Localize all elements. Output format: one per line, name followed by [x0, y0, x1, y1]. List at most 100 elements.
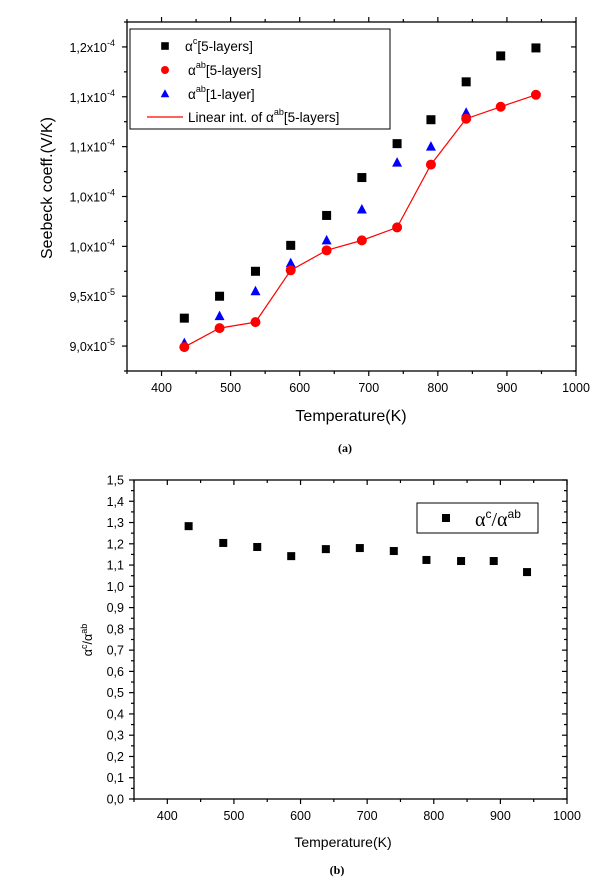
- y-tick-exponent: -4: [107, 138, 115, 148]
- y-tick-label: 1,2x10-4: [69, 38, 115, 55]
- y-tick-label: 0,3: [107, 729, 124, 743]
- legend-label-b: αc/αab: [475, 507, 521, 531]
- legend-a: αc[5-layers]αab[5-layers]αab[1-layer]Lin…: [129, 28, 391, 130]
- y-tick-label: 0,1: [107, 771, 124, 785]
- y-tick-label: 0,5: [107, 686, 124, 700]
- y-axis-title-b-mid: /α: [81, 634, 95, 645]
- legend-b-base1: α: [475, 509, 486, 531]
- y-tick-exponent: -5: [107, 337, 115, 347]
- point-alpha-ab-5-layers: [179, 342, 190, 353]
- y-axis-title-b-base1: α: [81, 649, 95, 656]
- x-axis-title-a: Temperature(K): [295, 408, 406, 425]
- point-alpha-ab-1-layer: [392, 157, 403, 167]
- panel-b: 400 500 600 700 800 900 1000 0,00,10,20,30,40,…: [79, 474, 581, 878]
- legend-label-rest: [5-layers]: [197, 39, 253, 54]
- point-alpha-c-5-layers: [426, 115, 436, 125]
- point-alpha-ab-1-layer: [461, 107, 472, 117]
- x-tick-label: 800: [423, 809, 444, 823]
- point-alpha-ab-1-layer: [356, 203, 367, 214]
- caption-a: (a): [338, 441, 352, 455]
- y-tick-label: 0,6: [107, 665, 124, 679]
- point-alpha-ab-5-layers: [425, 159, 436, 170]
- point-ratio: [355, 544, 364, 553]
- y-tick-label: 0,9: [107, 601, 124, 615]
- y-tick-label: 1,1: [107, 559, 124, 573]
- point-alpha-ab-5-layers: [214, 323, 225, 334]
- point-alpha-ab-5-layers: [461, 113, 472, 124]
- legend-label-base: α: [188, 63, 196, 78]
- legend-label-sup: ab: [274, 107, 284, 117]
- point-alpha-ab-1-layer: [285, 257, 296, 268]
- y-tick-label: 1,4: [107, 495, 124, 509]
- y-tick-mantissa: 9,0x10: [69, 340, 107, 354]
- point-ratio: [489, 557, 498, 566]
- legend-label-rest: [5-layers]: [206, 63, 262, 78]
- point-alpha-c-5-layers: [286, 240, 296, 250]
- x-axis-b: 400 500 600 700 800 900 1000: [133, 480, 581, 823]
- y-tick-label: 1,0x10-4: [69, 237, 115, 254]
- y-tick-mantissa: 9,5x10: [69, 290, 107, 304]
- x-tick-label: 900: [496, 381, 517, 395]
- point-alpha-ab-5-layers: [530, 89, 541, 100]
- y-axis-title-a: Seebeck coeff.(V/K): [39, 117, 56, 259]
- legend-marker-b-square: [442, 514, 450, 522]
- point-ratio: [253, 542, 262, 551]
- x-tick-label: 1000: [553, 809, 581, 823]
- legend-label-sup: ab: [196, 84, 206, 94]
- point-alpha-c-5-layers: [496, 51, 506, 61]
- y-tick-exponent: -4: [107, 88, 115, 98]
- x-tick-label: 1000: [562, 381, 590, 395]
- y-tick-mantissa: 1,2x10: [69, 41, 107, 55]
- y-axis-title-b-sup2: ab: [79, 624, 89, 634]
- legend-label-rest: [1-layer]: [206, 87, 255, 102]
- y-tick-label: 1,5: [107, 474, 124, 488]
- legend-box-a: [129, 28, 391, 130]
- legend-label-base: α: [188, 87, 196, 102]
- legend-label: αc[5-layers]: [185, 36, 253, 54]
- legend-label-base: Linear int. of α: [188, 110, 274, 125]
- y-axis-a: 9,0x10-59,5x10-51,0x10-41,0x10-41,1x10-4…: [69, 21, 576, 372]
- point-ratio: [523, 568, 532, 577]
- point-ratio: [321, 545, 330, 554]
- point-alpha-c-5-layers: [250, 266, 260, 276]
- point-alpha-c-5-layers: [179, 313, 189, 323]
- point-alpha-ab-5-layers: [495, 101, 506, 112]
- x-tick-label: 500: [220, 381, 241, 395]
- x-axis-a: 400 500 600 700 800 900 1000: [126, 17, 590, 395]
- point-alpha-ab-5-layers: [285, 265, 296, 276]
- y-axis-b: 0,0 0,1 0,2 0,3 0,4 0,5 0,6 0,7 0,8 0,9 1,0 1,1 1,2 1…: [107, 474, 567, 807]
- point-ratio: [422, 555, 431, 564]
- point-alpha-c-5-layers: [322, 210, 332, 220]
- caption-b: (b): [330, 863, 345, 877]
- x-tick-label: 400: [157, 809, 178, 823]
- x-tick-label: 800: [427, 381, 448, 395]
- point-alpha-c-5-layers: [392, 139, 402, 149]
- x-tick-label: 700: [357, 809, 378, 823]
- x-axis-title-b: Temperature(K): [294, 834, 391, 850]
- point-alpha-c-5-layers: [215, 291, 225, 301]
- series-line-linear-int: [184, 94, 537, 348]
- point-alpha-ab-5-layers: [250, 317, 261, 328]
- y-tick-mantissa: 1,0x10: [69, 240, 107, 254]
- point-ratio: [457, 557, 466, 566]
- legend-b-sup1: c: [485, 507, 491, 521]
- y-tick-exponent: -4: [107, 38, 115, 48]
- point-alpha-ab-1-layer: [250, 285, 261, 296]
- y-tick-label: 1,1x10-4: [69, 88, 115, 105]
- x-tick-label: 500: [223, 809, 244, 823]
- y-tick-label: 1,1x10-4: [69, 138, 115, 155]
- y-tick-label: 0,7: [107, 644, 124, 658]
- point-alpha-ab-5-layers: [356, 235, 367, 246]
- legend-label-sup: ab: [196, 60, 206, 70]
- y-tick-label: 0,4: [107, 707, 124, 721]
- legend-label: αab[1-layer]: [188, 84, 255, 102]
- y-axis-title-b: αc/αab: [79, 624, 95, 656]
- legend-marker-square: [161, 42, 169, 50]
- point-ratio: [389, 547, 398, 556]
- legend-box-b: [416, 502, 539, 534]
- y-tick-label: 0,0: [107, 793, 124, 807]
- point-alpha-c-5-layers: [461, 77, 471, 87]
- point-alpha-c-5-layers: [531, 43, 541, 53]
- y-tick-label: 1,0x10-4: [69, 188, 115, 205]
